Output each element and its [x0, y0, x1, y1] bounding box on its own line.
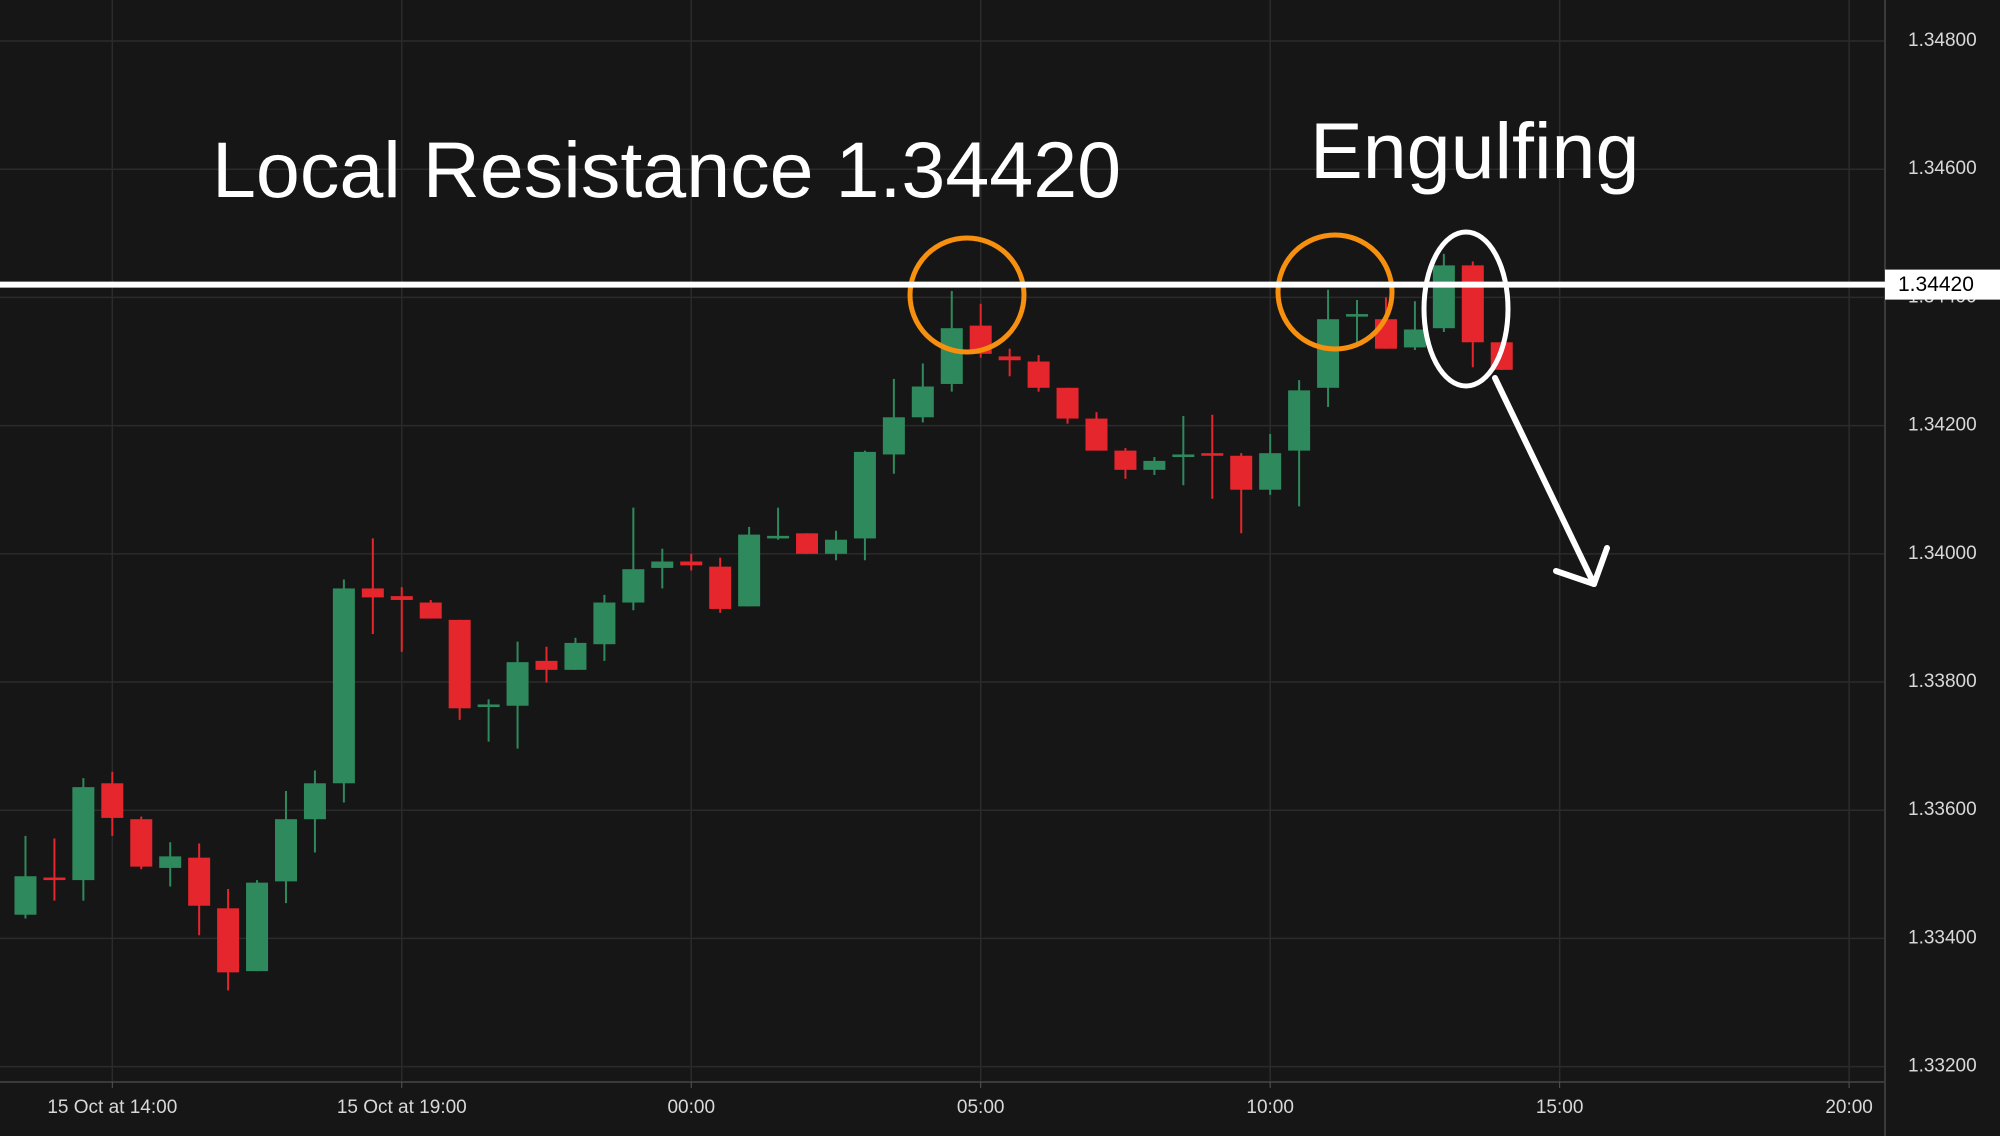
- annotation-engulfing: Engulfing: [1310, 106, 1639, 195]
- arrow: [1492, 375, 1610, 587]
- y-tick-label: 1.33800: [1908, 671, 1977, 692]
- candle-body: [419, 602, 442, 619]
- candle-body: [43, 877, 66, 881]
- y-tick-label: 1.33600: [1908, 799, 1977, 820]
- candle-body: [1143, 460, 1166, 470]
- candle-body: [477, 704, 500, 708]
- candle-body: [1432, 265, 1455, 329]
- candle-body: [882, 417, 905, 455]
- candle-body: [1114, 450, 1137, 470]
- candle-body: [1288, 390, 1311, 451]
- arrow-head: [1553, 568, 1597, 587]
- highlight-ellipse: [1421, 229, 1511, 389]
- price-tag: [1885, 269, 2000, 300]
- candle-body: [1346, 314, 1369, 317]
- x-tick-label: 10:00: [1246, 1097, 1294, 1118]
- candle-body: [796, 533, 819, 554]
- candle-body: [274, 819, 297, 882]
- resistance: 1.34420: [0, 269, 2000, 300]
- candle-body: [1317, 319, 1340, 388]
- highlight-circle: [1275, 232, 1395, 352]
- x-tick-label: 05:00: [957, 1097, 1005, 1118]
- y-tick-label: 1.34600: [1908, 158, 1977, 179]
- y-tick-label: 1.33400: [1908, 927, 1977, 948]
- candle-body: [159, 856, 182, 868]
- highlight-circle: [907, 235, 1027, 355]
- y-tick-label: 1.34200: [1908, 415, 1977, 436]
- candle-body: [1085, 418, 1108, 451]
- candle-body: [767, 535, 790, 539]
- candle-body: [998, 356, 1021, 361]
- x-tick-label: 15 Oct at 19:00: [337, 1097, 467, 1118]
- candle-body: [1172, 454, 1195, 458]
- arrow-shaft: [1492, 375, 1597, 587]
- candle-body: [1027, 361, 1050, 388]
- candle-body: [1374, 319, 1397, 349]
- candles: [14, 253, 1513, 991]
- candle-body: [448, 619, 471, 709]
- candle-body: [361, 588, 384, 598]
- candle-body: [390, 596, 413, 600]
- candle-body: [535, 660, 558, 670]
- candle-body: [506, 662, 529, 706]
- candle-body: [1230, 455, 1253, 490]
- candle-body: [303, 783, 326, 820]
- candle-body: [593, 602, 616, 645]
- candle-body: [332, 588, 355, 784]
- axis-labels: 1.33200 1.33400 1.33600 1.33800 1.34000 1.342…: [47, 30, 1976, 1118]
- x-tick-label: 00:00: [667, 1097, 715, 1118]
- x-tick-label: 15:00: [1536, 1097, 1584, 1118]
- candle-body: [680, 561, 703, 566]
- candle-body: [217, 908, 240, 973]
- y-tick-label: 1.34800: [1908, 30, 1977, 51]
- candle-body: [824, 539, 847, 554]
- y-tick-label: 1.34000: [1908, 543, 1977, 564]
- price-tag-label: 1.34420: [1898, 273, 1974, 296]
- candle-body: [911, 386, 934, 418]
- candle-body: [622, 569, 645, 603]
- candle-body: [738, 534, 761, 607]
- candle-body: [1461, 265, 1484, 343]
- x-tick-label: 20:00: [1825, 1097, 1873, 1118]
- candle-body: [72, 787, 95, 881]
- candle-body: [853, 451, 876, 539]
- arrow-head: [1591, 545, 1610, 587]
- candle-body: [130, 819, 153, 867]
- candle-body: [1056, 387, 1079, 419]
- candle-body: [246, 882, 269, 972]
- candle-body: [564, 642, 587, 670]
- candle-body: [709, 566, 732, 609]
- candle-body: [1403, 329, 1426, 348]
- candle-body: [188, 857, 211, 906]
- candle-body: [1259, 453, 1282, 490]
- candle-body: [101, 783, 124, 818]
- candle-body: [1201, 453, 1224, 456]
- candle-body: [940, 328, 963, 384]
- x-tick-label: 15 Oct at 14:00: [47, 1097, 177, 1118]
- annotation-title: Local Resistance 1.34420: [212, 125, 1121, 214]
- candle-body: [651, 561, 674, 568]
- candle-body: [14, 876, 37, 915]
- y-tick-label: 1.33200: [1908, 1056, 1977, 1077]
